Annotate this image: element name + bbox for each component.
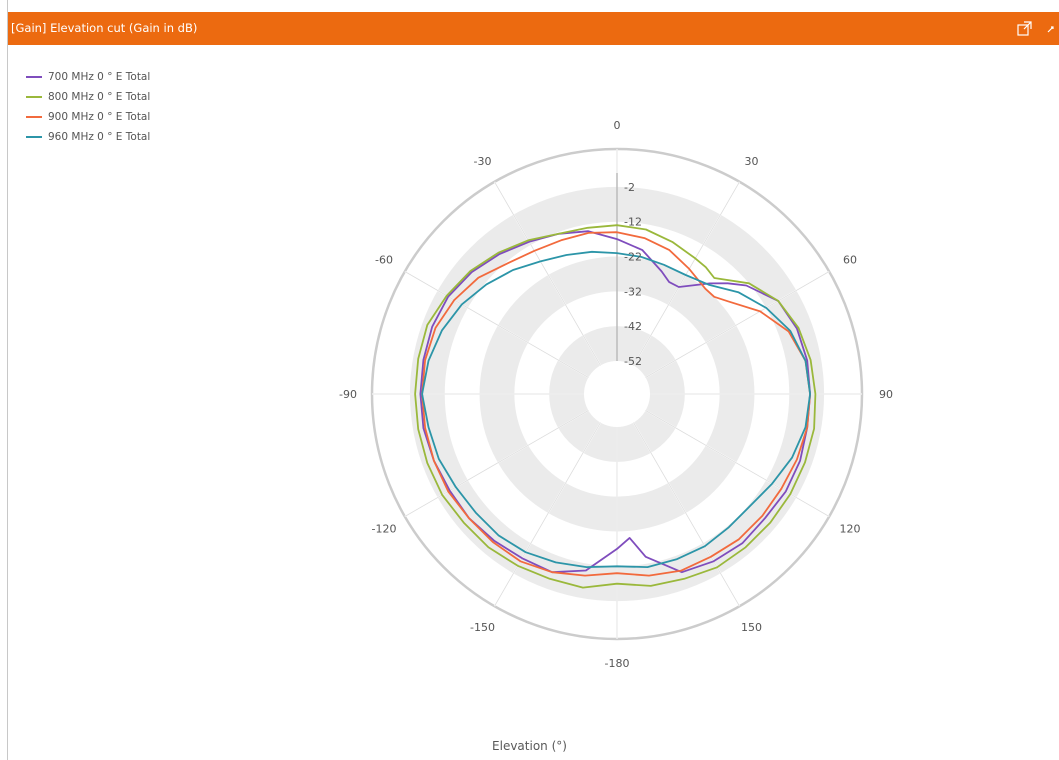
angle-tick-label: -90 [339, 388, 357, 401]
series-line-2 [414, 224, 817, 589]
polar-spoke [404, 271, 589, 378]
angle-tick-label: 90 [879, 388, 893, 401]
radial-tick-label: -52 [624, 355, 642, 368]
polar-spoke [633, 422, 740, 607]
polar-band [549, 326, 685, 462]
series-line-3 [421, 231, 811, 577]
legend-item[interactable]: 700 MHz 0 ° E Total [26, 67, 150, 87]
panel-left-border [7, 0, 8, 760]
angle-tick-label: -150 [470, 621, 495, 634]
angle-tick-label: 30 [745, 155, 759, 168]
expand-arrows-icon[interactable] [1045, 19, 1059, 39]
external-window-icon[interactable] [1015, 19, 1035, 39]
radial-tick-label: -2 [624, 181, 635, 194]
polar-spoke [494, 181, 601, 366]
angle-tick-label: 0 [614, 119, 621, 132]
legend-label: 800 MHz 0 ° E Total [48, 91, 151, 103]
x-axis-label: Elevation (°) [492, 739, 567, 753]
legend-swatch [26, 136, 42, 138]
polar-spoke [645, 271, 830, 378]
radial-tick-label: -32 [624, 285, 642, 298]
angle-tick-label: -120 [372, 523, 397, 536]
polar-spoke [633, 181, 740, 366]
legend-swatch [26, 96, 42, 98]
polar-spoke [645, 410, 830, 517]
series-line-1 [419, 230, 811, 574]
polar-spoke [404, 410, 589, 517]
series-line-4 [421, 250, 811, 568]
angle-tick-label: -180 [605, 657, 630, 670]
angle-tick-label: 120 [839, 523, 860, 536]
legend-label: 700 MHz 0 ° E Total [48, 71, 151, 83]
panel-title: [Gain] Elevation cut (Gain in dB) [11, 21, 198, 35]
angle-tick-label: 60 [843, 254, 857, 267]
radial-tick-label: -12 [624, 216, 642, 229]
chart-legend: 700 MHz 0 ° E Total 800 MHz 0 ° E Total … [26, 67, 150, 147]
radial-tick-label: -42 [624, 320, 642, 333]
legend-item[interactable]: 960 MHz 0 ° E Total [26, 127, 150, 147]
panel-header: [Gain] Elevation cut (Gain in dB) [8, 12, 1059, 45]
legend-item[interactable]: 900 MHz 0 ° E Total [26, 107, 150, 127]
legend-label: 960 MHz 0 ° E Total [48, 131, 151, 143]
legend-item[interactable]: 800 MHz 0 ° E Total [26, 87, 150, 107]
legend-swatch [26, 76, 42, 78]
angle-tick-label: -60 [375, 254, 393, 267]
legend-swatch [26, 116, 42, 118]
angle-tick-label: 150 [741, 621, 762, 634]
legend-label: 900 MHz 0 ° E Total [48, 111, 151, 123]
radial-tick-label: -22 [624, 251, 642, 264]
angle-tick-label: -30 [474, 155, 492, 168]
polar-spoke [494, 422, 601, 607]
